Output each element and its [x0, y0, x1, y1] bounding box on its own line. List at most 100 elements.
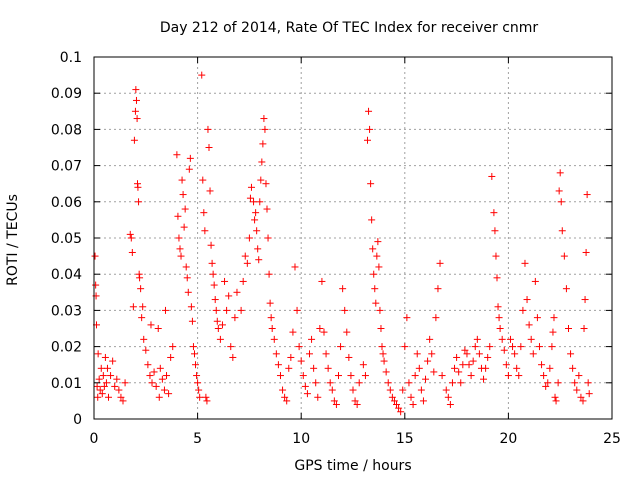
data-point — [216, 335, 224, 343]
data-point — [136, 274, 144, 282]
data-point — [130, 136, 138, 144]
data-point — [134, 183, 142, 191]
data-point — [345, 353, 353, 361]
y-tick-label: 0.1 — [60, 50, 82, 66]
data-point — [287, 353, 295, 361]
data-point — [180, 223, 188, 231]
data-point — [227, 343, 235, 351]
data-point — [233, 288, 241, 296]
data-point — [203, 397, 211, 405]
data-point — [509, 343, 517, 351]
data-point — [167, 353, 175, 361]
x-tick-label: 10 — [292, 431, 310, 447]
data-point — [160, 386, 168, 394]
data-point — [257, 176, 265, 184]
data-point — [91, 252, 99, 260]
data-point — [531, 277, 539, 285]
data-point — [581, 296, 589, 304]
data-point — [413, 350, 421, 358]
data-point — [295, 343, 303, 351]
grid — [94, 57, 612, 419]
data-point — [365, 107, 373, 115]
data-point — [241, 252, 249, 260]
data-point — [571, 379, 579, 387]
data-point — [442, 386, 450, 394]
data-point — [207, 241, 215, 249]
data-point — [206, 187, 214, 195]
data-point — [165, 390, 173, 398]
data-point — [369, 245, 377, 253]
data-point — [496, 325, 504, 332]
data-point — [428, 350, 436, 358]
data-point — [131, 107, 139, 115]
data-point — [187, 303, 195, 311]
data-point — [254, 245, 262, 253]
data-point — [324, 364, 332, 372]
data-point — [192, 361, 200, 369]
data-point — [262, 180, 270, 188]
data-point — [210, 281, 218, 289]
data-point — [188, 317, 196, 325]
data-point — [463, 350, 471, 358]
data-point — [500, 346, 508, 354]
data-point — [555, 187, 563, 195]
data-point — [554, 379, 562, 387]
data-point — [208, 259, 216, 267]
data-point — [270, 335, 278, 343]
data-point — [556, 169, 564, 177]
data-point — [397, 408, 405, 416]
data-point — [266, 299, 274, 307]
data-point — [419, 397, 427, 405]
data-point — [186, 154, 194, 162]
data-point — [511, 350, 519, 358]
data-point — [535, 343, 543, 351]
x-tick-label: 0 — [90, 431, 99, 447]
data-point — [491, 227, 499, 235]
data-point — [493, 274, 501, 282]
data-point — [154, 325, 162, 332]
data-point — [178, 176, 186, 184]
data-point — [111, 382, 119, 390]
data-point — [444, 393, 452, 401]
data-point — [339, 285, 347, 293]
data-point — [488, 172, 496, 180]
data-point — [573, 386, 581, 394]
data-point — [267, 314, 275, 322]
data-point — [409, 401, 417, 409]
data-point — [577, 393, 585, 401]
data-point — [150, 368, 158, 376]
data-point — [213, 317, 221, 325]
data-point — [272, 350, 280, 358]
data-point — [221, 277, 229, 285]
data-point — [291, 263, 299, 271]
data-point — [337, 343, 345, 351]
data-point — [436, 259, 444, 267]
data-point — [461, 346, 469, 354]
data-point — [430, 368, 438, 376]
data-point — [109, 357, 117, 365]
data-point — [100, 382, 108, 390]
y-tick-label: 0 — [73, 412, 82, 428]
data-point — [582, 248, 590, 256]
data-point — [538, 361, 546, 369]
x-tick-label: 15 — [396, 431, 414, 447]
data-point — [515, 372, 523, 380]
data-point — [542, 382, 550, 390]
data-point — [261, 125, 269, 133]
data-point — [580, 325, 588, 332]
data-point — [361, 372, 369, 380]
data-point — [567, 350, 575, 358]
data-point — [93, 382, 101, 390]
data-point — [268, 325, 276, 332]
data-point — [195, 386, 203, 394]
data-point — [492, 252, 500, 260]
data-point — [564, 325, 572, 332]
data-point — [395, 404, 403, 412]
data-point — [175, 234, 183, 242]
data-point — [359, 361, 367, 369]
data-point — [388, 393, 396, 401]
data-point — [506, 335, 514, 343]
data-point — [310, 364, 318, 372]
data-point — [455, 368, 463, 376]
data-point — [390, 397, 398, 405]
